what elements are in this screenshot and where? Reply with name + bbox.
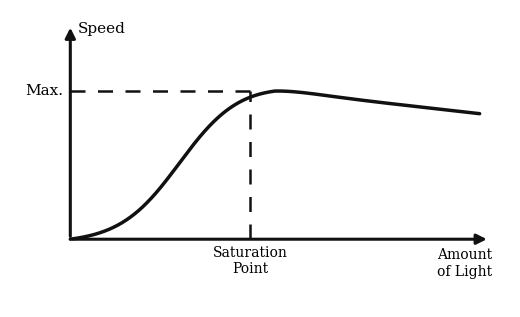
Text: Amount
of Light: Amount of Light (437, 249, 492, 279)
Text: Max.: Max. (25, 84, 63, 98)
Text: Saturation
Point: Saturation Point (213, 246, 288, 276)
Text: Speed: Speed (78, 22, 126, 36)
